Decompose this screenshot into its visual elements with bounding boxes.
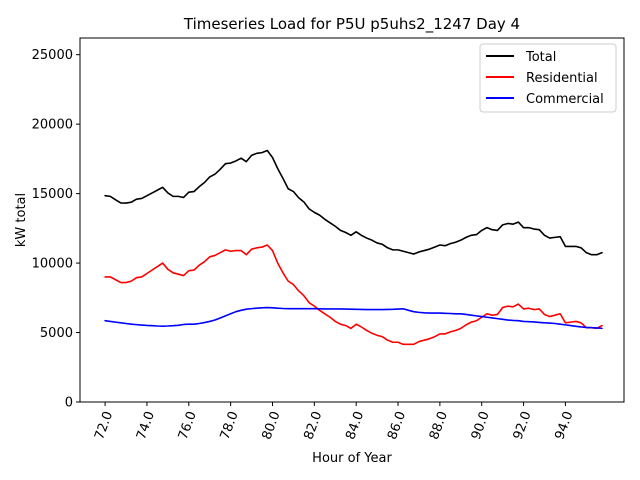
y-tick-label: 5000 — [40, 326, 73, 341]
series-line-residential — [104, 244, 603, 346]
series-line-commercial — [104, 306, 603, 330]
y-tick-label: 0 — [65, 396, 73, 411]
legend-label-residential: Residential — [526, 71, 598, 86]
y-axis: 0 5000 10000 15000 20000 25000 — [32, 48, 80, 411]
y-tick-label: 20000 — [32, 118, 73, 133]
chart-title: Timeseries Load for P5U p5uhs2_1247 Day … — [183, 15, 520, 34]
y-tick-label: 10000 — [32, 257, 73, 272]
y-tick-label: 15000 — [32, 187, 73, 202]
x-axis-title: Hour of Year — [312, 451, 392, 466]
series-layer — [104, 149, 603, 346]
y-axis-title: kW total — [14, 193, 29, 247]
legend-label-commercial: Commercial — [526, 92, 604, 107]
series-line-total — [104, 149, 603, 256]
y-tick-label: 25000 — [32, 48, 73, 63]
legend-box — [479, 43, 617, 113]
legend-label-total: Total — [525, 50, 556, 65]
legend: Total Residential Commercial — [479, 43, 617, 113]
plot-frame — [79, 37, 625, 403]
